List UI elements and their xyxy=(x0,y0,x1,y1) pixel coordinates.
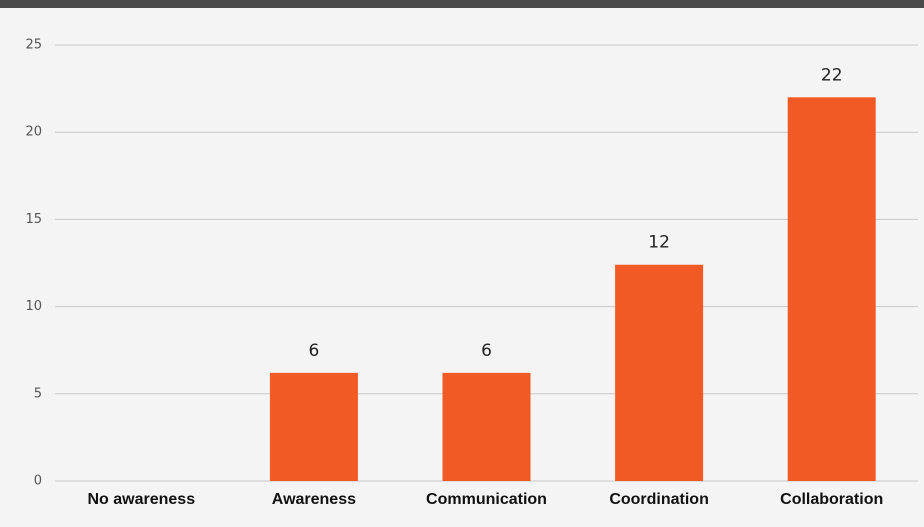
bar xyxy=(615,264,704,481)
y-tick-label: 5 xyxy=(34,386,42,401)
x-tick-label: Communication xyxy=(426,491,547,508)
x-tick-label: Awareness xyxy=(272,491,356,508)
bar xyxy=(787,97,876,481)
bar xyxy=(269,372,358,481)
data-label: 6 xyxy=(308,341,319,361)
x-tick-label: Collaboration xyxy=(780,491,883,508)
header-bar xyxy=(0,0,924,8)
bar xyxy=(442,372,531,481)
y-tick-label: 20 xyxy=(25,125,42,140)
data-label: 12 xyxy=(648,233,670,253)
x-tick-label: Coordination xyxy=(609,491,709,508)
x-tick-label: No awareness xyxy=(87,491,195,508)
y-tick-label: 25 xyxy=(25,38,42,53)
y-tick-label: 15 xyxy=(25,212,42,227)
data-label: 22 xyxy=(821,65,843,85)
data-label: 6 xyxy=(481,341,492,361)
y-tick-label: 0 xyxy=(34,474,42,489)
y-tick-label: 10 xyxy=(25,299,42,314)
